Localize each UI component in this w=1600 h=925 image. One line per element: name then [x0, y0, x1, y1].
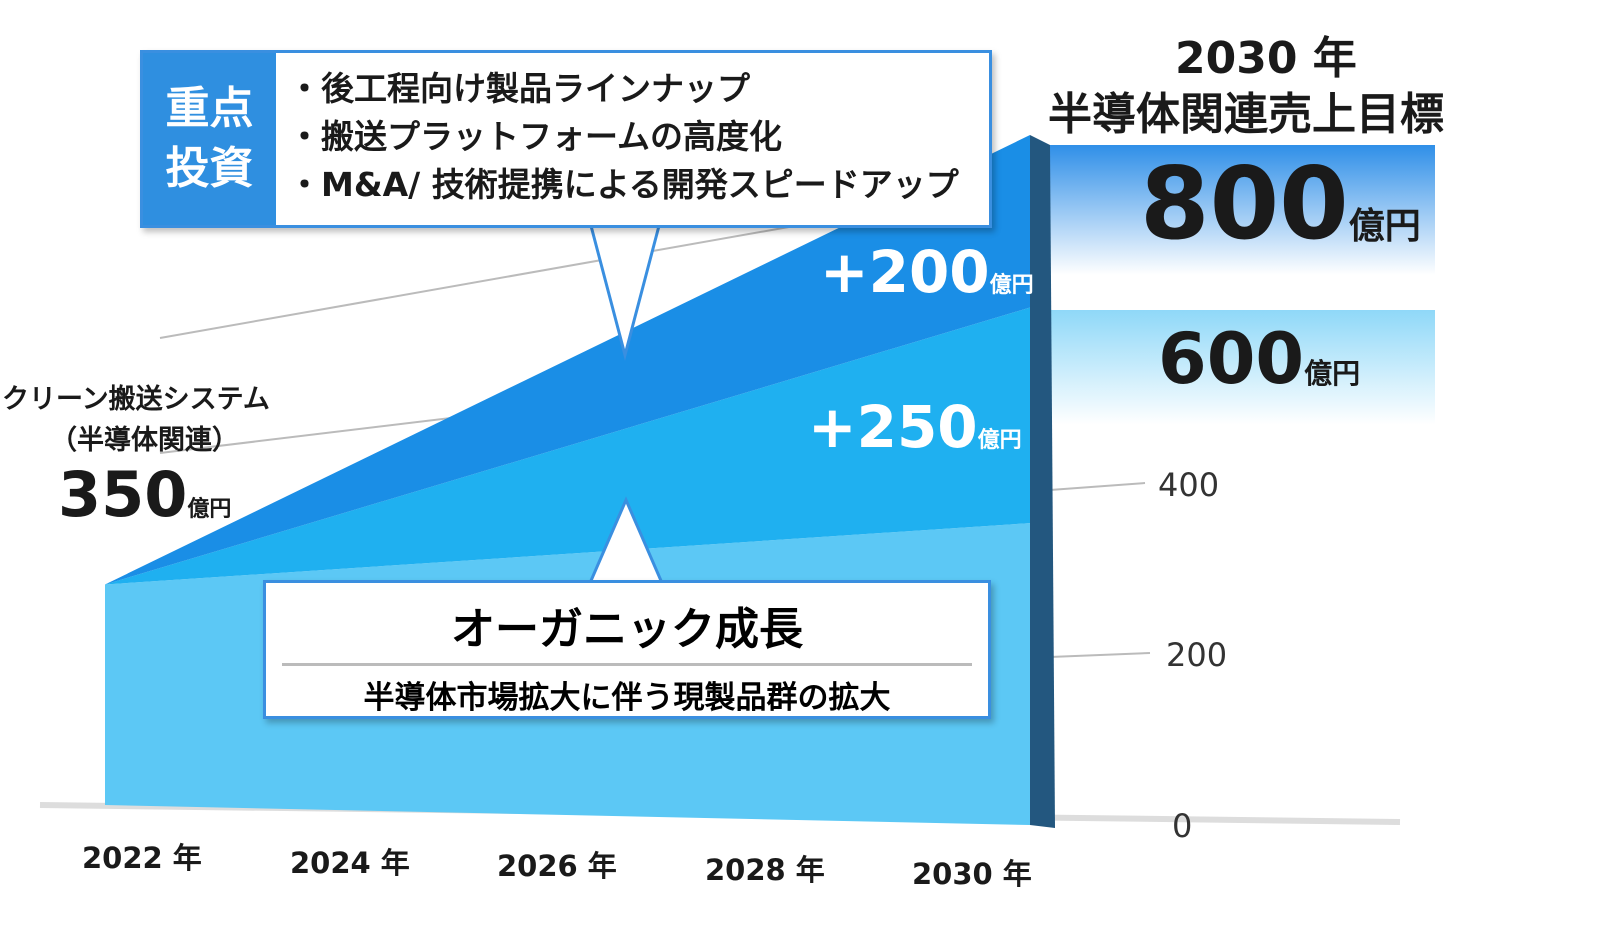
organic-callout: オーガニック成長 半導体市場拡大に伴う現製品群の拡大	[263, 580, 991, 719]
investment-callout: 重点 投資 ・後工程向け製品ラインナップ ・搬送プラットフォームの高度化 ・M&…	[140, 50, 992, 228]
unit-label: 億円	[187, 497, 232, 522]
plus250-label: +250億円	[808, 393, 1022, 461]
target-800-backdrop	[1040, 145, 1435, 275]
x-tick-2028: 2028 年	[705, 853, 825, 887]
x-tick-2030: 2030 年	[912, 857, 1032, 891]
left-label-line1: クリーン搬送システム	[2, 384, 270, 415]
unit-label: 億円	[977, 428, 1022, 453]
value-800: 800	[1140, 145, 1349, 262]
area-side-face	[1030, 135, 1055, 828]
investment-item: ・搬送プラットフォームの高度化	[288, 117, 783, 156]
value-350: 350	[58, 458, 188, 531]
unit-label: 億円	[1348, 206, 1421, 247]
y-tick-200: 200	[1166, 636, 1228, 674]
organic-subtitle: 半導体市場拡大に伴う現製品群の拡大	[363, 680, 891, 716]
left-value: 350億円	[58, 458, 231, 531]
gridline	[159, 224, 801, 339]
plus200-value: +200	[820, 238, 990, 306]
left-label-line2: （半導体関連）	[50, 425, 239, 456]
tag-line2: 投資	[165, 143, 254, 194]
y-tick-0: 0	[1172, 807, 1193, 845]
unit-label: 億円	[989, 273, 1034, 298]
plus200-label: +200億円	[820, 238, 1034, 306]
area-series-2	[105, 135, 1030, 585]
target-600-value: 600億円	[1158, 318, 1360, 400]
tag-line1: 重点	[165, 83, 254, 134]
target-600-backdrop	[1040, 310, 1435, 425]
investment-tag: 重点 投資	[143, 53, 276, 225]
organic-divider	[282, 663, 972, 666]
x-tick-2026: 2026 年	[497, 849, 617, 883]
y-tick-400: 400	[1158, 466, 1220, 504]
investment-item: ・後工程向け製品ラインナップ	[288, 69, 750, 108]
x-tick-2022: 2022 年	[82, 841, 202, 875]
target-800-value: 800億円	[1140, 145, 1421, 262]
organic-title: オーガニック成長	[451, 604, 803, 655]
target-title-line1: 2030 年	[1175, 33, 1357, 84]
gridline-200	[1049, 652, 1151, 658]
target-title-line2: 半導体関連売上目標	[1048, 89, 1444, 140]
x-tick-2024: 2024 年	[290, 846, 410, 880]
investment-item: ・M&A/ 技術提携による開発スピードアップ	[288, 165, 959, 204]
investment-list: ・後工程向け製品ラインナップ ・搬送プラットフォームの高度化 ・M&A/ 技術提…	[276, 53, 959, 225]
value-600: 600	[1158, 318, 1305, 400]
unit-label: 億円	[1304, 357, 1361, 390]
plus250-value: +250	[808, 393, 978, 461]
gridline-400	[1049, 482, 1146, 491]
